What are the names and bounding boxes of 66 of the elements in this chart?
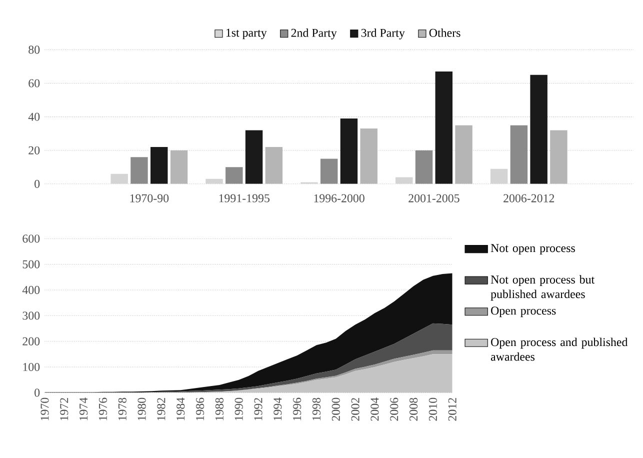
y-tick-label: 500: [22, 260, 40, 268]
bar: [435, 71, 453, 184]
x-tick-label: 2002: [351, 398, 360, 421]
bar: [206, 178, 223, 184]
bar: [340, 118, 358, 184]
x-tick-label: 1991-1995: [219, 194, 270, 202]
legend-label: Not open process but published awardees: [490, 275, 595, 300]
legend-label: 3rd Party: [361, 28, 405, 40]
x-tick-label: 1970: [40, 398, 49, 420]
y-tick-label: 40: [28, 112, 40, 121]
bar: [150, 146, 168, 184]
x-tick-label: 2006: [390, 398, 398, 421]
bar: [245, 130, 263, 184]
y-tick-label: 0: [34, 388, 40, 397]
legend-label: Others: [429, 28, 460, 37]
bar: [550, 130, 568, 184]
y-tick-label: 60: [28, 79, 40, 88]
x-tick-label: 1998: [312, 398, 321, 420]
x-tick-label: 1974: [80, 397, 88, 420]
bar: [170, 150, 188, 184]
y-tick-label: 80: [28, 46, 40, 54]
x-tick-label: 2001-2005: [408, 194, 460, 202]
x-tick-label: 1980: [138, 398, 146, 420]
x-tick-label: 1972: [60, 398, 68, 420]
bar: [490, 168, 508, 184]
legend-label: Not open process: [490, 244, 575, 254]
x-tick-label: 1976: [98, 398, 107, 420]
bar: [130, 156, 148, 184]
legend-label: Open process and published awardees: [490, 338, 628, 361]
y-tick-label: 100: [23, 362, 40, 371]
legend-label: Open process: [491, 306, 556, 317]
x-tick-label: 1982: [157, 398, 166, 420]
y-tick-label: 600: [22, 234, 40, 242]
x-tick-label: 2004: [370, 397, 379, 421]
x-tick-label: 1996: [293, 398, 302, 420]
bar: [510, 125, 528, 184]
x-tick-label: 1994: [274, 397, 282, 420]
x-tick-label: 2012: [448, 398, 456, 421]
x-tick-label: 2006-2012: [504, 194, 554, 202]
x-tick-label: 1986: [196, 398, 204, 420]
bar: [320, 158, 338, 184]
x-tick-label: 2000: [332, 398, 340, 421]
bar: [360, 128, 378, 184]
bar: [455, 125, 472, 184]
x-tick-label: 1984: [176, 397, 185, 420]
bar: [530, 74, 548, 184]
bar: [415, 150, 433, 184]
x-tick-label: 1978: [118, 398, 126, 420]
x-tick-label: 1970-90: [130, 194, 169, 202]
legend-label: 2nd Party: [291, 28, 337, 40]
y-tick-label: 400: [22, 286, 40, 294]
bar: [110, 174, 128, 184]
bar: [265, 146, 283, 184]
x-tick-label: 1990: [234, 398, 243, 420]
y-tick-label: 200: [22, 337, 40, 346]
legend-label: 1st party: [226, 28, 267, 40]
y-tick-label: 0: [34, 180, 40, 188]
x-tick-label: 1988: [215, 398, 224, 420]
x-tick-label: 1992: [254, 398, 262, 420]
bar: [396, 177, 413, 184]
y-tick-label: 300: [22, 311, 40, 320]
x-tick-label: 2008: [409, 398, 418, 421]
x-tick-label: 1996-2000: [314, 194, 364, 202]
x-tick-label: 2010: [428, 398, 437, 421]
bar: [226, 166, 243, 184]
y-tick-label: 20: [28, 146, 40, 154]
